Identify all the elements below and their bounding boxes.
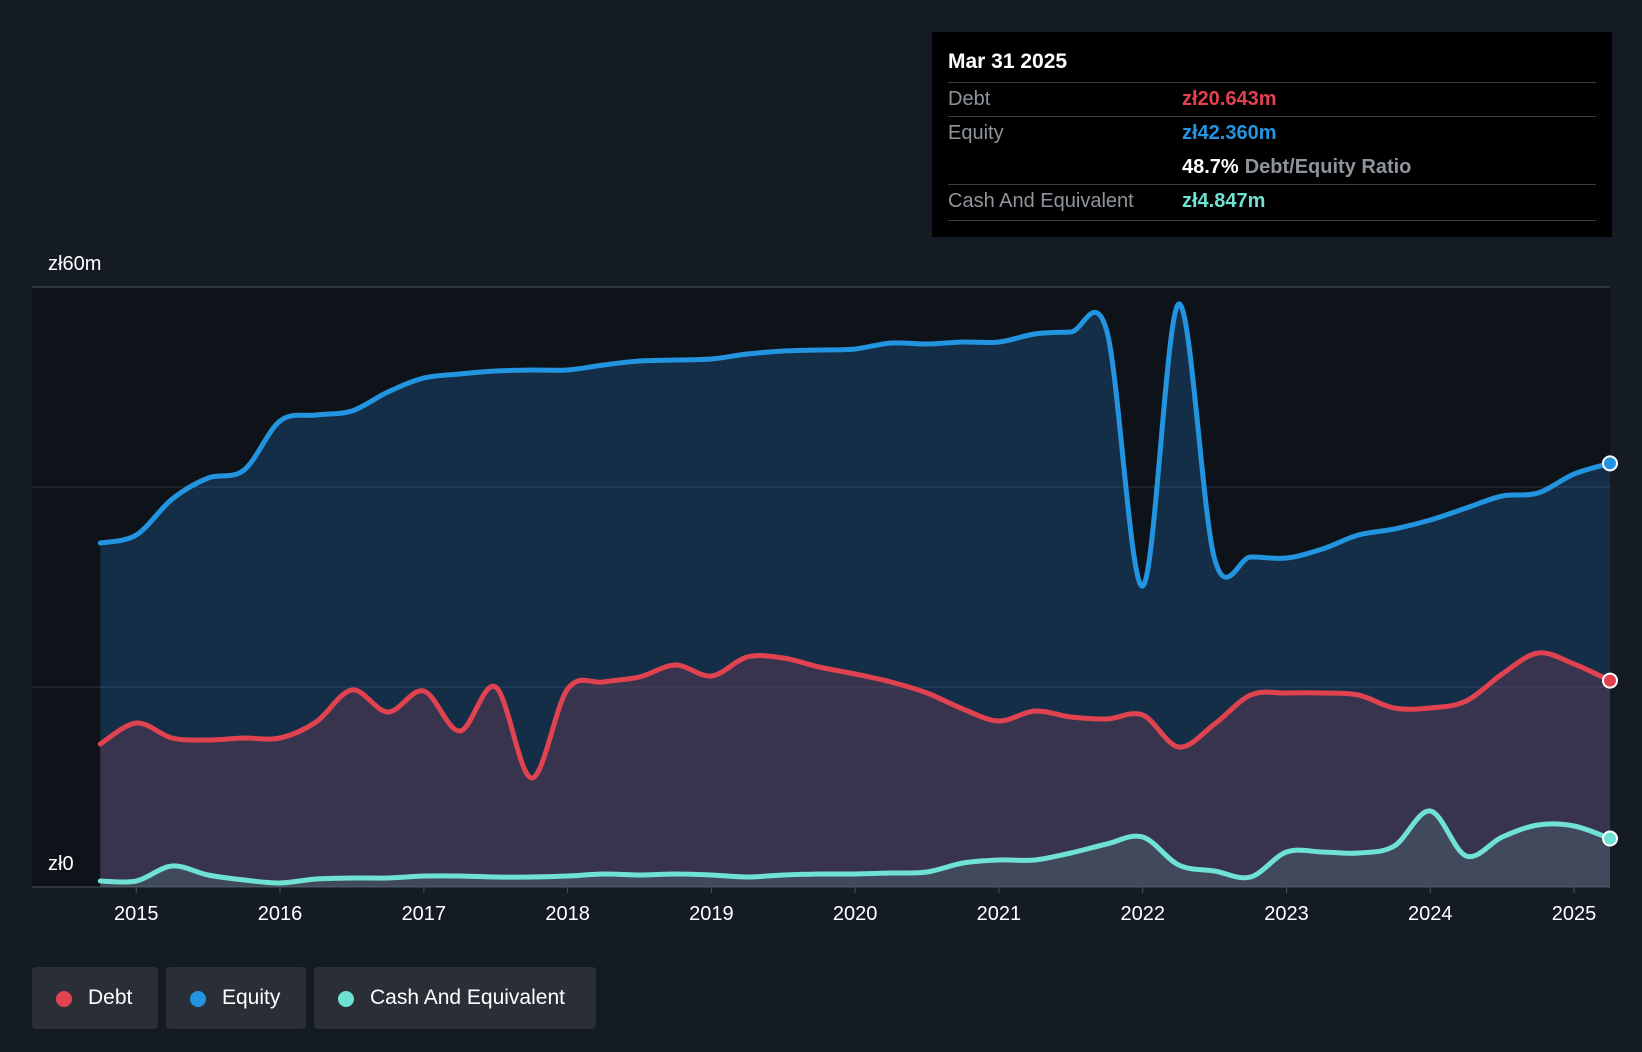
tooltip-divider [948,220,1596,221]
legend-equity-label: Equity [222,986,281,1009]
x-tick-label: 2018 [545,903,590,925]
tooltip-ratio: 48.7% Debt/Equity Ratio [1182,156,1411,179]
tooltip-debt-value: zł20.643m [1182,88,1277,110]
equity-line [97,301,1613,589]
x-tick-label: 2019 [689,903,734,925]
equity-area [100,303,1610,887]
series-endpoints [1602,455,1618,847]
tooltip-debt-label: Debt [948,88,991,110]
x-tick-label: 2025 [1552,903,1597,925]
cash-dot-icon [338,991,354,1007]
tooltip-row-debt: Debt zł20.643m [948,82,1596,116]
legend-cash-label: Cash And Equivalent [370,986,565,1009]
tooltip-equity-label: Equity [948,122,1004,144]
cash-and-equivalent-line [97,808,1613,886]
legend-item-cash[interactable]: Cash And Equivalent [314,967,596,1029]
y-axis-bottom-label: zł0 [48,853,74,875]
x-tick-label: 2017 [402,903,447,925]
plot-background [32,287,1610,887]
tooltip-equity-value: zł42.360m [1182,122,1277,144]
cash-and-equivalent-endpoint [1602,830,1618,847]
tooltip-divider [948,116,1596,117]
x-tick-label: 2016 [258,903,303,925]
x-tick-label: 2022 [1120,903,1165,925]
x-axis: 2015 2016 2017 2018 2019 2020 2021 2022 2023 2024… [114,887,1596,925]
tooltip-panel: Mar 31 2025 Debt zł20.643m Equity zł42.3… [932,32,1612,237]
debt-endpoint [1602,672,1618,689]
tooltip-ratio-value: 48.7% [1182,156,1239,178]
x-tick-label: 2015 [114,903,159,925]
y-axis-top-label: zł60m [48,253,101,275]
x-tick-label: 2020 [833,903,878,925]
legend-debt-label: Debt [88,986,133,1009]
tooltip-date: Mar 31 2025 [948,50,1068,73]
x-tick-label: 2021 [977,903,1022,925]
tooltip-ratio-label: Debt/Equity Ratio [1244,156,1412,178]
equity-dot-icon [190,991,206,1007]
equity-endpoint [1602,455,1618,472]
debt-line [97,650,1613,781]
gridlines [32,286,1610,888]
debt-dot-icon [56,991,72,1007]
tooltip-divider [948,184,1596,185]
tooltip-row-equity: Equity zł42.360m [948,116,1596,150]
legend-item-equity[interactable]: Equity [166,967,306,1029]
cash-and-equivalent-area [100,810,1610,887]
tooltip-row-cash: Cash And Equivalent zł4.847m [948,184,1596,218]
x-tick-label: 2024 [1408,903,1453,925]
legend-item-debt[interactable]: Debt [32,967,158,1029]
series-lines [97,301,1613,886]
x-tick-label: 2023 [1264,903,1309,925]
tooltip-row-ratio: 48.7% Debt/Equity Ratio [948,150,1596,184]
tooltip-divider [948,82,1596,83]
tooltip-cash-label: Cash And Equivalent [948,190,1134,212]
tooltip-cash-value: zł4.847m [1182,190,1266,212]
